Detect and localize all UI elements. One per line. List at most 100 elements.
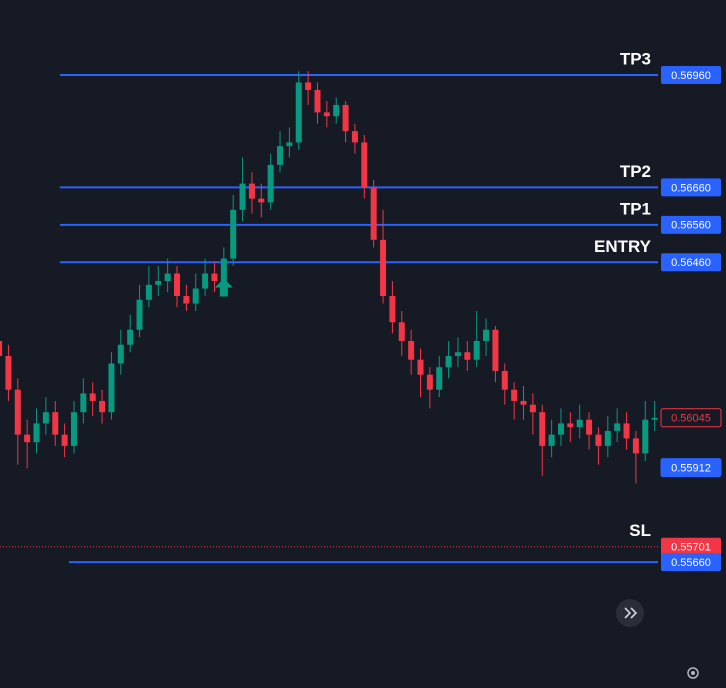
candle-body [295,82,302,143]
candle-body [576,419,583,428]
candle-body [408,340,415,360]
candle-body [380,239,387,297]
price-tag [661,253,721,272]
signal-arrow [214,278,233,297]
candle-body [483,329,490,341]
candle-body [445,355,452,368]
candle-body [286,142,293,147]
candle-body [267,164,274,203]
price-tag-label: 0.56460 [671,257,711,269]
candle-body [5,355,12,390]
candle-body [202,273,209,289]
candle-body [595,434,602,446]
candle-body [258,198,265,203]
candle-body [511,389,518,401]
candle-body [501,370,508,390]
candle-body [24,434,31,443]
candle-body [33,423,40,443]
price-tag-label: 0.56660 [671,182,711,194]
candle-body [398,322,405,341]
price-axis: 0.56960 0.56660 0.56560 0.56460 0.55701 0.556… [660,65,722,572]
candle-body [183,296,190,304]
settings-icon[interactable] [687,667,699,679]
candle-body [417,359,424,375]
candle-body [305,82,312,90]
candle-body [586,419,593,435]
price-tag [660,458,722,478]
price-tag [661,178,721,197]
candle-body [370,187,377,240]
candle-body [248,183,255,199]
candle-body [529,404,536,413]
price-tag [661,553,721,572]
candle-body [239,183,246,210]
candle-body [136,299,143,330]
candle-body [52,412,59,435]
candle-body [567,423,574,428]
candle-body [108,363,115,413]
candle-body [604,430,611,446]
scroll-button[interactable] [616,599,644,627]
candle-body [520,400,527,405]
candle-body [277,146,284,165]
candle-body [117,344,124,364]
price-tag-label: 0.56960 [671,70,711,82]
candle-body [473,340,480,360]
candle-body [361,142,368,188]
price-tag [661,537,721,556]
price-tag-label: 0.56560 [671,220,711,232]
candle-body [89,393,96,401]
price-tag-label: 0.55701 [671,542,711,554]
candle-body [220,258,227,282]
candle-body [632,438,639,454]
level-name: TP3 [620,49,651,68]
candle-body [164,273,171,282]
candle-body [464,352,471,360]
candle-body [557,423,564,435]
candle-body [155,281,162,285]
candle-body [642,419,649,454]
candle-body [389,296,396,323]
candle-body [211,273,218,282]
candle-body [99,400,106,413]
candle-body [426,374,433,390]
level-name: TP2 [620,162,651,181]
candle-body [230,209,237,259]
levels: TP3 TP2 TP1 ENTRY SL [0,49,658,564]
candle-body [342,104,349,132]
candle-body [492,329,499,371]
candle-body [333,104,340,117]
price-tag-label: 0.56045 [671,413,711,425]
candle-body [61,434,68,446]
price-tag-label: 0.55912 [671,463,711,475]
level-name: TP1 [620,199,651,218]
candle-body [127,329,134,345]
candle-body [454,352,461,356]
candle-body [70,412,77,446]
candle-body [314,89,321,113]
price-tag [660,408,722,428]
candle-body [614,423,621,431]
candle-body [623,423,630,439]
candle-body [42,412,49,424]
candle-body [539,412,546,446]
price-tag [661,215,721,234]
candle-body [0,340,3,356]
candle-body [192,288,199,304]
candle-body [174,273,181,297]
candle-body [436,367,443,390]
candle-body [80,393,87,413]
candle-body [145,284,152,300]
candles [0,71,658,484]
candle-body [14,389,21,435]
candle-body [351,131,358,143]
price-tag-label: 0.55660 [671,557,711,569]
level-name: SL [629,521,651,540]
candle-body [548,434,555,446]
candle-body [651,417,658,420]
candle-body [323,112,330,117]
level-name: ENTRY [594,237,652,256]
price-tag [661,65,721,84]
